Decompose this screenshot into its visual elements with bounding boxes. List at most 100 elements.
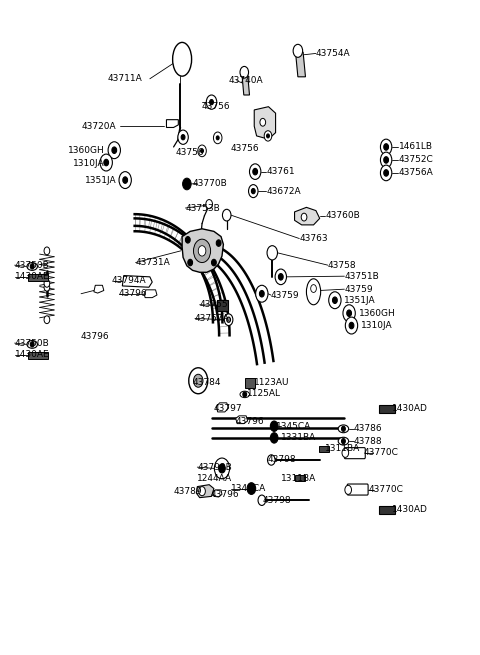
Text: 1360GH: 1360GH [359, 309, 396, 318]
Text: 43750B: 43750B [14, 339, 49, 348]
Circle shape [240, 66, 249, 78]
Circle shape [44, 247, 50, 255]
Circle shape [30, 342, 34, 347]
Text: 43759: 43759 [271, 291, 300, 299]
Circle shape [193, 374, 203, 387]
FancyBboxPatch shape [319, 445, 329, 451]
FancyBboxPatch shape [380, 405, 395, 413]
Ellipse shape [240, 391, 250, 398]
Circle shape [381, 165, 392, 181]
Text: 43754A: 43754A [316, 49, 350, 58]
Circle shape [123, 177, 128, 183]
FancyBboxPatch shape [28, 352, 48, 359]
Circle shape [342, 448, 348, 457]
Circle shape [198, 145, 206, 157]
Ellipse shape [27, 341, 37, 348]
Circle shape [278, 274, 283, 280]
Text: 43759: 43759 [344, 285, 373, 293]
Text: 1430AE: 1430AE [14, 350, 49, 360]
Text: 43786: 43786 [354, 424, 383, 434]
Circle shape [275, 269, 287, 285]
Circle shape [199, 487, 205, 496]
Text: 43761: 43761 [266, 167, 295, 176]
Circle shape [347, 310, 351, 316]
Polygon shape [254, 107, 276, 139]
Circle shape [384, 143, 388, 150]
Ellipse shape [338, 425, 348, 433]
Text: 43711A: 43711A [108, 74, 143, 83]
Text: 1430AE: 1430AE [14, 272, 49, 282]
Circle shape [216, 136, 219, 140]
Polygon shape [196, 485, 214, 498]
Circle shape [30, 264, 34, 269]
Text: 1331BA: 1331BA [281, 434, 316, 442]
Circle shape [381, 152, 392, 168]
Circle shape [212, 259, 216, 266]
Text: 43756: 43756 [202, 102, 231, 111]
Circle shape [104, 159, 108, 166]
Circle shape [182, 178, 191, 190]
Text: 43758: 43758 [328, 261, 356, 270]
Circle shape [311, 285, 316, 292]
Circle shape [253, 168, 258, 175]
Text: 43757A: 43757A [195, 314, 229, 323]
Circle shape [119, 172, 132, 189]
Circle shape [249, 185, 258, 198]
Circle shape [345, 485, 351, 495]
Text: 43784: 43784 [192, 378, 221, 387]
Text: 43720A: 43720A [82, 122, 117, 130]
Text: 43752C: 43752C [399, 155, 434, 164]
Circle shape [198, 246, 206, 256]
Circle shape [181, 135, 185, 140]
Ellipse shape [173, 43, 192, 76]
Circle shape [349, 322, 354, 329]
Ellipse shape [338, 438, 348, 445]
Circle shape [267, 455, 275, 465]
Text: 43796: 43796 [235, 417, 264, 426]
Circle shape [250, 164, 261, 179]
FancyBboxPatch shape [245, 377, 255, 388]
Ellipse shape [306, 279, 321, 305]
Circle shape [243, 392, 247, 397]
Circle shape [266, 134, 269, 138]
Text: 43751B: 43751B [344, 272, 379, 281]
Circle shape [381, 139, 392, 155]
Circle shape [252, 189, 255, 194]
Circle shape [216, 240, 221, 246]
Text: 43790B: 43790B [197, 462, 232, 472]
Text: 43755: 43755 [200, 300, 228, 309]
Circle shape [112, 147, 117, 153]
Text: 43788: 43788 [354, 437, 383, 445]
Text: 1310JA: 1310JA [73, 159, 105, 168]
Circle shape [178, 130, 188, 144]
Circle shape [256, 286, 268, 302]
Text: 43770C: 43770C [363, 448, 398, 457]
Circle shape [201, 149, 204, 153]
Polygon shape [213, 490, 222, 497]
Text: 1311BA: 1311BA [281, 474, 316, 483]
Circle shape [185, 236, 190, 243]
Text: 43763: 43763 [300, 234, 328, 243]
Text: 43797: 43797 [214, 403, 242, 413]
Circle shape [329, 291, 341, 309]
Circle shape [44, 316, 50, 324]
Text: 1310JA: 1310JA [361, 321, 393, 330]
Text: 1430AD: 1430AD [392, 404, 428, 413]
Circle shape [342, 426, 345, 432]
Text: 43796: 43796 [210, 490, 239, 499]
Circle shape [270, 421, 278, 432]
Circle shape [227, 317, 230, 322]
Polygon shape [216, 403, 228, 412]
Circle shape [258, 495, 265, 506]
Circle shape [333, 297, 337, 303]
Text: 43753B: 43753B [185, 204, 220, 212]
Circle shape [206, 95, 217, 109]
Polygon shape [94, 286, 104, 293]
FancyBboxPatch shape [380, 506, 395, 514]
Circle shape [193, 239, 211, 263]
Polygon shape [296, 52, 305, 77]
Circle shape [345, 317, 358, 334]
Circle shape [260, 119, 265, 126]
Circle shape [206, 200, 213, 209]
Circle shape [293, 45, 302, 58]
